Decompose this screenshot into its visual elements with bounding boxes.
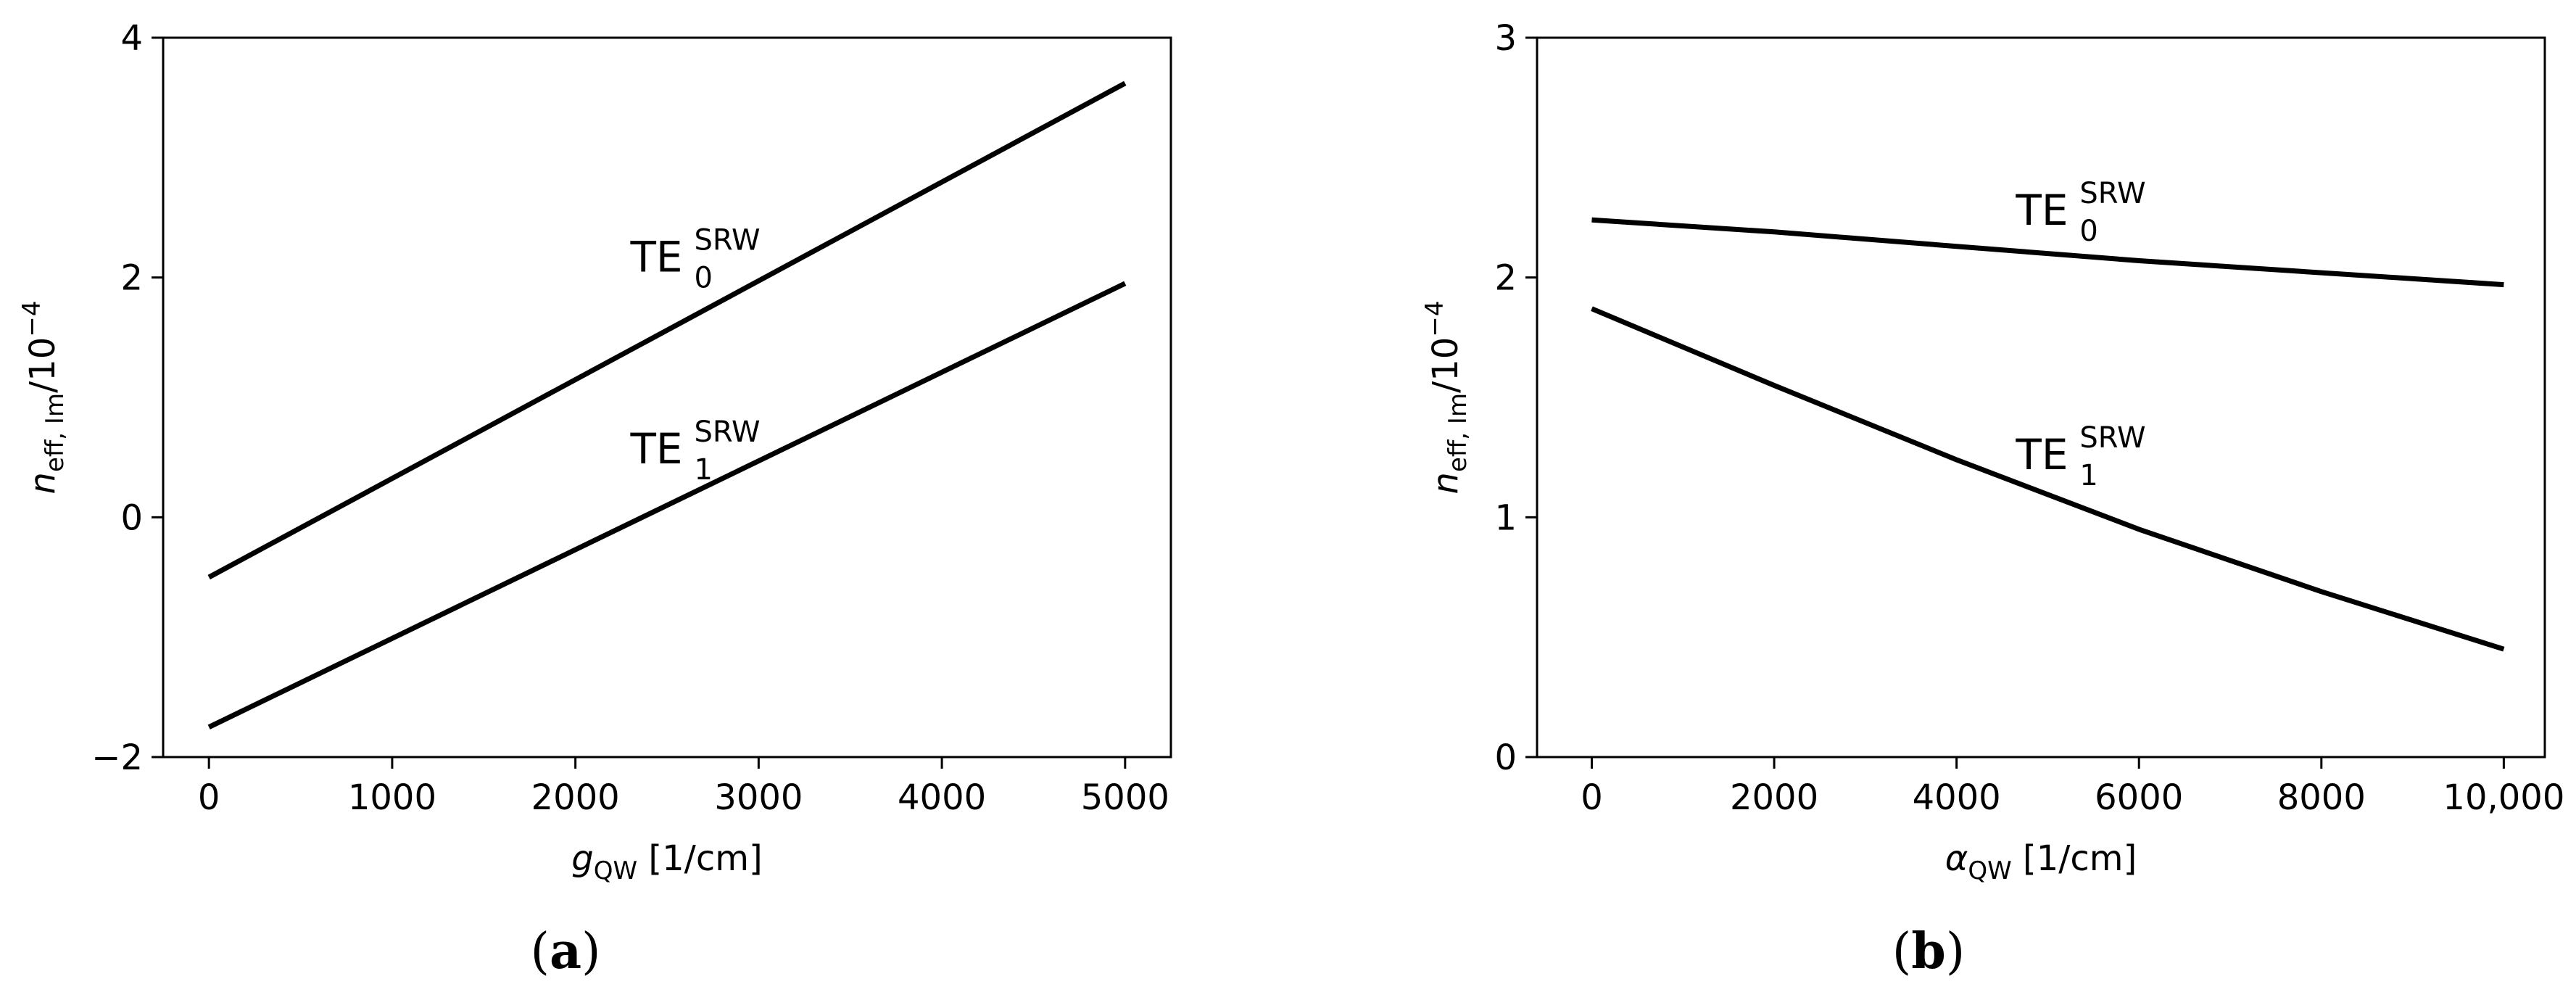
x-tick-label: 4000 — [1913, 777, 2001, 818]
series-label-te0srw: TE 0SRW — [2015, 177, 2145, 248]
y-tick-label: 0 — [120, 497, 143, 538]
x-tick-label: 5000 — [1081, 777, 1169, 818]
x-axis-label: gQW [1/cm] — [571, 838, 762, 885]
panel-label: (a) — [530, 922, 600, 980]
series-line-te0srw — [207, 80, 1127, 580]
x-tick-label: 3000 — [714, 777, 803, 818]
series-label-te1srw: TE 1SRW — [629, 416, 760, 487]
series-line-te0srw — [1591, 217, 2504, 288]
x-tick-label: 6000 — [2095, 777, 2183, 818]
x-tick-label: 10,000 — [2443, 777, 2564, 818]
x-tick-label: 8000 — [2277, 777, 2366, 818]
x-axis-label: αQW [1/cm] — [1945, 838, 2137, 885]
y-axis-label: neff, Im/10−4 — [1420, 301, 1473, 495]
series-line-te1srw — [1591, 306, 2505, 652]
x-tick-label: 0 — [198, 777, 220, 818]
chart-panel-b: 0 2000 4000 6000 8000 10,000 0 1 2 3 TE 0SRW TE 1SRW α… — [1420, 18, 2564, 980]
plot-frame — [162, 36, 1172, 759]
panel-label: (b) — [1892, 922, 1966, 980]
series-label-te0srw: TE 0SRW — [629, 223, 760, 294]
y-tick-label: 0 — [1494, 737, 1517, 778]
plot-frame — [1536, 36, 2546, 759]
series-line-te1srw — [207, 281, 1127, 730]
y-axis-label: neff, Im/10−4 — [17, 301, 70, 495]
y-tick-label: 3 — [1494, 18, 1517, 59]
series-label-te1srw: TE 1SRW — [2015, 421, 2145, 492]
y-tick-label: 4 — [120, 18, 143, 59]
x-tick-label: 4000 — [898, 777, 986, 818]
chart-panel-a: 0 1000 2000 3000 4000 5000 −2 0 2 4 TE 0SRW TE 1SRW gQ… — [17, 18, 1172, 980]
x-tick-label: 0 — [1581, 777, 1603, 818]
y-tick-label: 2 — [1494, 258, 1517, 299]
y-tick-label: 2 — [120, 258, 143, 299]
x-tick-label: 1000 — [348, 777, 436, 818]
y-tick-label: 1 — [1494, 497, 1517, 538]
x-tick-label: 2000 — [531, 777, 620, 818]
y-tick-label: −2 — [91, 737, 143, 778]
x-tick-label: 2000 — [1730, 777, 1818, 818]
